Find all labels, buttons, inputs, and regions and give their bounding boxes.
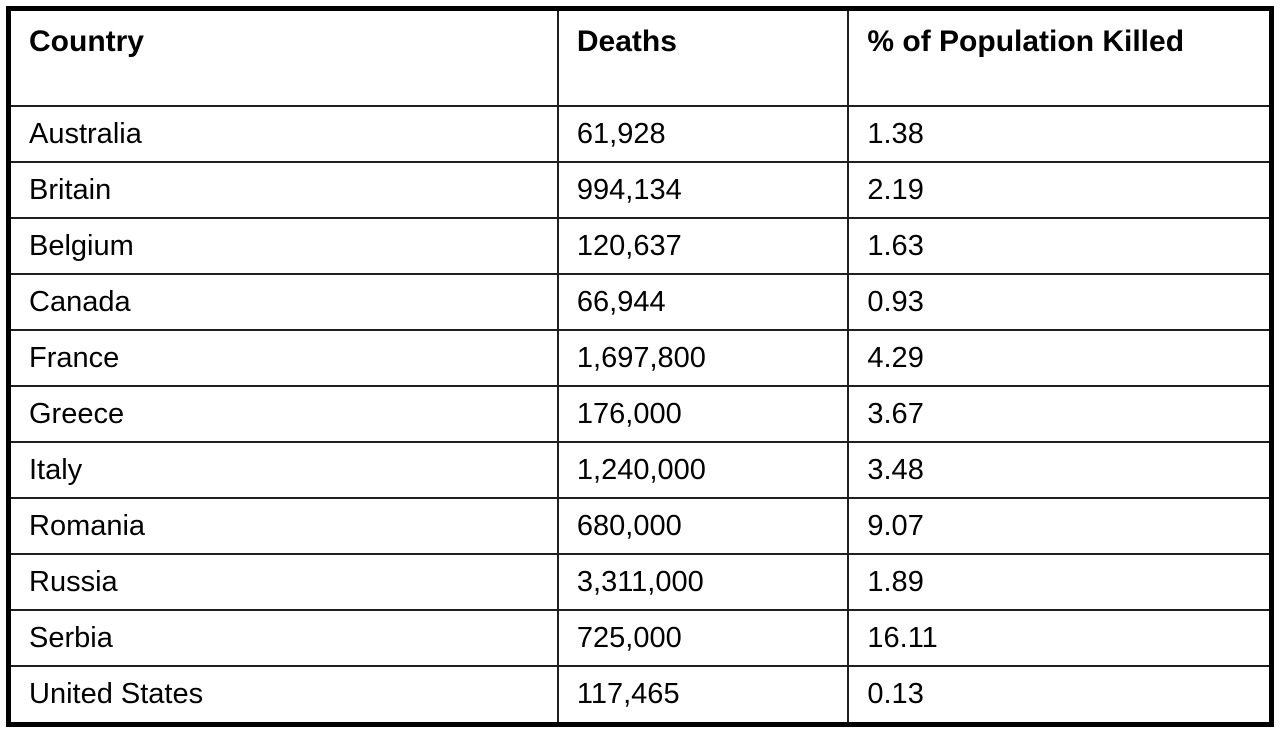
table-row: Romania 680,000 9.07: [7, 497, 1273, 555]
cell-deaths: 3,311,000: [556, 553, 850, 611]
table-body: Australia 61,928 1.38 Britain 994,134 2.19 Bel…: [7, 105, 1273, 726]
cell-country: Greece: [7, 385, 559, 443]
cell-deaths: 66,944: [556, 273, 850, 331]
cell-country: Belgium: [7, 217, 559, 275]
cell-country: Italy: [7, 441, 559, 499]
cell-deaths: 1,240,000: [556, 441, 850, 499]
cell-country: Australia: [7, 105, 559, 163]
cell-pct: 3.48: [847, 441, 1273, 499]
table-row: Belgium 120,637 1.63: [7, 217, 1273, 275]
column-header-pct-population-killed: % of Population Killed: [847, 7, 1273, 107]
table-row: Italy 1,240,000 3.48: [7, 441, 1273, 499]
cell-deaths: 176,000: [556, 385, 850, 443]
table-row: Serbia 725,000 16.11: [7, 609, 1273, 667]
cell-country: United States: [7, 665, 559, 726]
table-row: France 1,697,800 4.29: [7, 329, 1273, 387]
table-row: Canada 66,944 0.93: [7, 273, 1273, 331]
cell-pct: 1.38: [847, 105, 1273, 163]
cell-pct: 3.67: [847, 385, 1273, 443]
cell-deaths: 725,000: [556, 609, 850, 667]
cell-country: Romania: [7, 497, 559, 555]
cell-country: France: [7, 329, 559, 387]
table-row: United States 117,465 0.13: [7, 665, 1273, 726]
deaths-table: Country Deaths % of Population Killed Au…: [6, 6, 1274, 727]
cell-country: Britain: [7, 161, 559, 219]
cell-deaths: 61,928: [556, 105, 850, 163]
table-header-row: Country Deaths % of Population Killed: [7, 7, 1273, 107]
cell-pct: 1.63: [847, 217, 1273, 275]
deaths-table-container: Country Deaths % of Population Killed Au…: [6, 6, 1274, 727]
cell-pct: 0.93: [847, 273, 1273, 331]
cell-pct: 9.07: [847, 497, 1273, 555]
table-row: Australia 61,928 1.38: [7, 105, 1273, 163]
cell-deaths: 117,465: [556, 665, 850, 726]
column-header-country: Country: [7, 7, 559, 107]
cell-pct: 1.89: [847, 553, 1273, 611]
cell-deaths: 1,697,800: [556, 329, 850, 387]
cell-pct: 4.29: [847, 329, 1273, 387]
table-row: Britain 994,134 2.19: [7, 161, 1273, 219]
table-row: Greece 176,000 3.67: [7, 385, 1273, 443]
cell-country: Serbia: [7, 609, 559, 667]
cell-pct: 2.19: [847, 161, 1273, 219]
cell-deaths: 680,000: [556, 497, 850, 555]
cell-deaths: 120,637: [556, 217, 850, 275]
cell-pct: 16.11: [847, 609, 1273, 667]
table-row: Russia 3,311,000 1.89: [7, 553, 1273, 611]
cell-pct: 0.13: [847, 665, 1273, 726]
column-header-deaths: Deaths: [556, 7, 850, 107]
cell-country: Russia: [7, 553, 559, 611]
cell-deaths: 994,134: [556, 161, 850, 219]
cell-country: Canada: [7, 273, 559, 331]
